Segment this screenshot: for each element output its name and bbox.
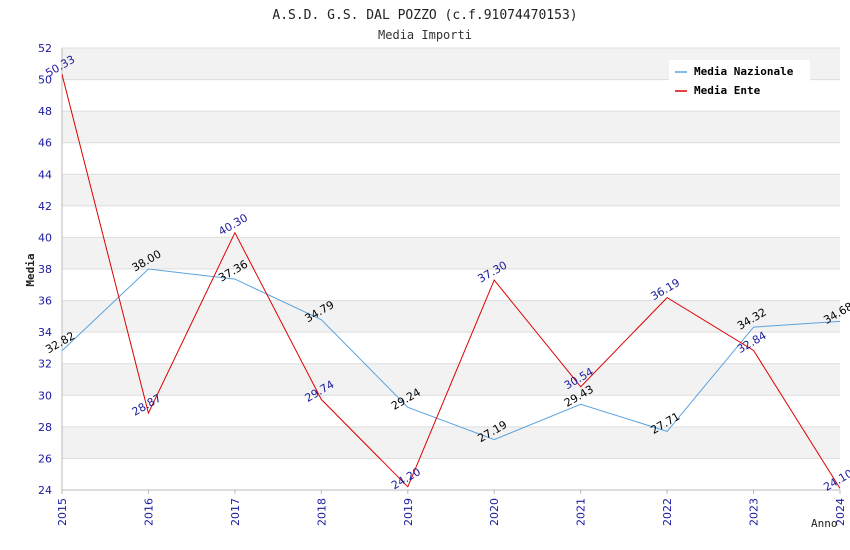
- series-line-media-nazionale: [61, 268, 841, 441]
- y-tick-label: 48: [38, 105, 52, 118]
- y-tick-label: 46: [38, 137, 52, 150]
- grid-band: [62, 332, 840, 364]
- grid-band: [62, 205, 840, 238]
- y-tick-label: 24: [38, 484, 52, 497]
- y-axis-ticks: 24 26 28 30 32 34 36 38 40 42 44 46 48 50 52: [38, 42, 52, 497]
- x-axis-ticks: 2015 2016 2017 2018 2019 2020 2021 2022 2023 2024: [56, 490, 847, 526]
- y-tick-label: 30: [38, 389, 52, 402]
- x-tick-label: 2016: [142, 498, 155, 526]
- y-tick-label: 36: [38, 295, 52, 308]
- x-tick-label: 2019: [402, 498, 415, 526]
- legend-label-media-nazionale: Media Nazionale: [694, 65, 794, 78]
- x-tick-label: 2024: [834, 498, 847, 526]
- legend-box: [669, 60, 810, 102]
- y-tick-label: 34: [38, 326, 52, 339]
- y-tick-label: 44: [38, 168, 52, 181]
- y-tick-label: 32: [38, 358, 52, 371]
- grid-band: [62, 174, 840, 206]
- grid-band: [62, 237, 840, 269]
- y-axis-title: Media: [24, 253, 37, 286]
- grid-band: [62, 458, 840, 490]
- series-lines: [61, 74, 841, 489]
- legend: Media Nazionale Media Ente: [669, 60, 810, 102]
- grid-band: [62, 363, 840, 396]
- y-tick-label: 52: [38, 42, 52, 55]
- chart-title: A.S.D. G.S. DAL POZZO (c.f.91074470153): [272, 8, 577, 23]
- x-tick-label: 2017: [229, 498, 242, 526]
- grid-bands: [62, 47, 840, 491]
- grid-band: [62, 395, 840, 427]
- x-tick-label: 2023: [748, 498, 761, 526]
- x-tick-label: 2020: [488, 498, 501, 526]
- y-tick-label: 28: [38, 421, 52, 434]
- chart-subtitle: Media Importi: [378, 28, 472, 42]
- grid-band: [62, 142, 840, 175]
- x-tick-label: 2021: [575, 498, 588, 526]
- y-tick-label: 38: [38, 263, 52, 276]
- grid-band: [62, 111, 840, 143]
- legend-label-media-ente: Media Ente: [694, 84, 761, 97]
- x-tick-label: 2018: [315, 498, 328, 526]
- x-tick-label: 2015: [56, 498, 69, 526]
- y-tick-label: 50: [38, 74, 52, 87]
- y-tick-label: 26: [38, 452, 52, 465]
- y-tick-label: 42: [38, 200, 52, 213]
- series-line-media-ente: [61, 74, 841, 489]
- x-tick-label: 2022: [661, 498, 674, 526]
- grid-band: [62, 300, 840, 333]
- y-tick-label: 40: [38, 231, 52, 244]
- grid-band: [62, 269, 840, 301]
- x-axis-title: Anno: [811, 517, 838, 530]
- grid-band: [62, 426, 840, 459]
